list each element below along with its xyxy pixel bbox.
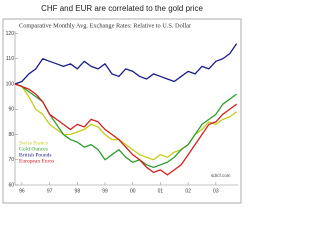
series-line [14, 83, 237, 176]
x-tick-label: 96 [19, 188, 25, 194]
legend-entry: Swiss Francs [19, 140, 48, 146]
legend-entry: Gold Ounces [19, 146, 48, 152]
chart-frame [2, 18, 242, 204]
chart-subtitle: Comparative Monthly Avg. Exchange Rates:… [19, 22, 192, 29]
series-line [14, 83, 237, 168]
y-tick-label: 60 [8, 182, 14, 188]
x-tick-label: 99 [102, 188, 108, 194]
background [0, 0, 244, 206]
series-line [14, 43, 238, 85]
legend-entry: European Euros [19, 158, 54, 164]
x-tick-label: 98 [75, 188, 81, 194]
x-tick-label: 02 [185, 188, 191, 194]
chart: CHF and EUR are correlated to the gold p… [0, 0, 244, 206]
y-tick-label: 110 [6, 56, 14, 62]
series-line [14, 83, 237, 161]
x-tick-label: 97 [47, 188, 53, 194]
y-tick-label: 90 [8, 107, 14, 113]
chart-title: CHF and EUR are correlated to the gold p… [41, 4, 203, 13]
y-tick-label: 100 [6, 81, 15, 87]
legend-entry: British Pounds [19, 152, 52, 158]
y-tick-label: 80 [8, 132, 14, 138]
y-tick-label: 120 [6, 31, 15, 37]
y-tick-label: 70 [8, 157, 14, 163]
x-tick-label: 01 [158, 188, 164, 194]
x-tick-label: 03 [213, 188, 219, 194]
source-label: sdrcf.com [211, 173, 231, 178]
x-tick-label: 00 [130, 188, 136, 194]
